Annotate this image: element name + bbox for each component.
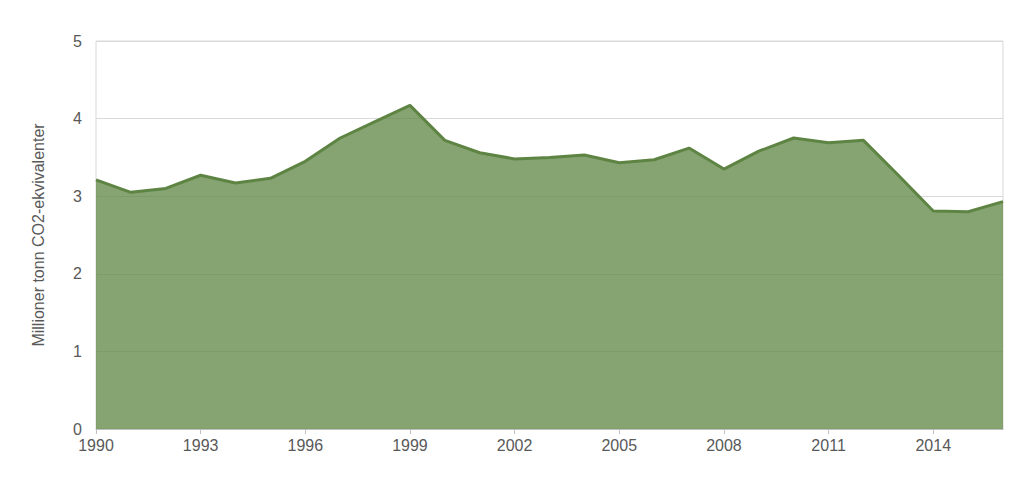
svg-text:3: 3	[73, 188, 82, 205]
svg-text:2002: 2002	[497, 437, 533, 454]
svg-text:1996: 1996	[288, 437, 324, 454]
svg-text:2: 2	[73, 265, 82, 282]
svg-text:2008: 2008	[706, 437, 742, 454]
svg-text:2014: 2014	[915, 437, 951, 454]
svg-text:Millioner tonn CO2-ekvivalente: Millioner tonn CO2-ekvivalenter	[30, 123, 47, 347]
svg-text:0: 0	[73, 421, 82, 438]
svg-text:1990: 1990	[78, 437, 114, 454]
svg-text:2011: 2011	[811, 437, 846, 454]
svg-text:5: 5	[73, 33, 82, 50]
svg-text:1993: 1993	[183, 437, 219, 454]
svg-text:1999: 1999	[392, 437, 428, 454]
svg-text:1: 1	[73, 343, 82, 360]
svg-text:4: 4	[73, 110, 82, 127]
svg-text:2005: 2005	[601, 437, 637, 454]
